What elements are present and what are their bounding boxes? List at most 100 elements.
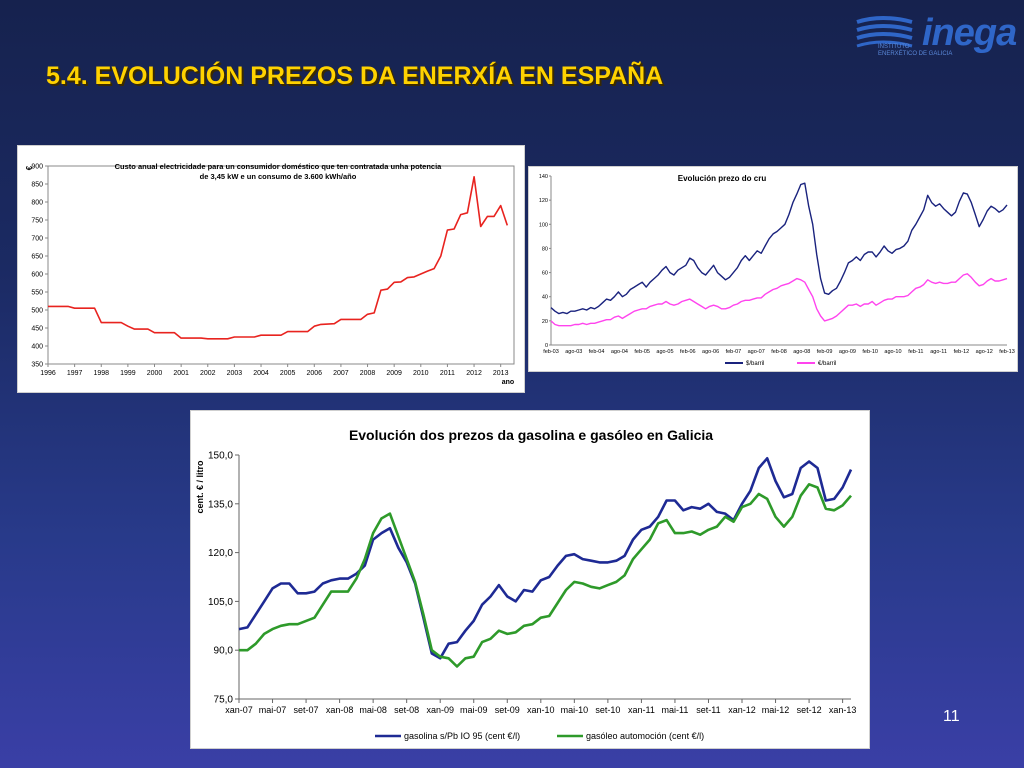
- crude-title: Evolución prezo do cru: [678, 174, 767, 183]
- crude-xtick-label: feb-10: [862, 349, 878, 355]
- crude-ytick-label: 40: [542, 295, 548, 301]
- crude-xtick-label: feb-04: [589, 349, 605, 355]
- electricity-xtick-label: 1997: [67, 370, 83, 377]
- fuel-legend-label-1: gasóleo automoción (cent €/l): [586, 731, 704, 741]
- crude-ytick-label: 140: [539, 174, 548, 180]
- electricity-xtick-label: 2005: [280, 370, 296, 377]
- crude-xtick-label: ago-08: [793, 349, 810, 355]
- logo-subtitle-line1: INSTITUTO: [878, 44, 910, 50]
- fuel-xtick-label: mai-12: [762, 705, 790, 715]
- fuel-xtick-label: xan-10: [527, 705, 555, 715]
- electricity-chart: 350 400 450 500 550 600 650 700 750 800 850 900 1996…: [25, 162, 515, 386]
- electricity-title-line1: Custo anual electricidade para un consum…: [115, 162, 443, 171]
- fuel-title: Evolución dos prezos da gasolina e gasól…: [349, 427, 713, 443]
- logo-subtitle-line2: ENERXÉTICO DE GALICIA: [878, 51, 953, 57]
- fuel-ytick-label: 150,0: [208, 451, 233, 462]
- fuel-xtick-label: set-09: [495, 705, 520, 715]
- fuel-series-line-1: [239, 483, 852, 668]
- crude-ytick-label: 80: [542, 246, 548, 252]
- crude-xtick-label: feb-03: [543, 349, 559, 355]
- crude-xtick-label: feb-11: [908, 349, 923, 355]
- fuel-xtick-label: set-07: [294, 705, 319, 715]
- crude-xtick-label: ago-04: [611, 349, 628, 355]
- electricity-ylabel: €: [25, 165, 34, 170]
- crude-legend-label-1: €/barril: [818, 361, 836, 367]
- electricity-title-line2: de 3,45 kW e un consumo de 3.600 kWh/año: [200, 172, 357, 181]
- electricity-plot-frame: [47, 165, 515, 365]
- electricity-xtick-label: 2002: [200, 370, 216, 377]
- slide-title: 5.4. EVOLUCIÓN PREZOS DA ENERXÍA EN ESPA…: [46, 62, 664, 90]
- fuel-xtick-label: mai-08: [359, 705, 387, 715]
- fuel-xtick-label: xan-09: [426, 705, 454, 715]
- electricity-ytick-label: 800: [31, 200, 43, 207]
- electricity-ytick-label: 900: [31, 164, 43, 171]
- electricity-xtick-label: 2000: [147, 370, 163, 377]
- crude-xtick-label: feb-08: [771, 349, 787, 355]
- fuel-xtick-label: xan-13: [829, 705, 857, 715]
- crude-legend-label-0: $/barril: [746, 361, 764, 367]
- electricity-xtick-label: 2003: [227, 370, 243, 377]
- page-number: 11: [943, 708, 960, 725]
- fuel-chart: 75,0 90,0 105,0 120,0 135,0 150,0 xan-07 mai-07…: [195, 427, 857, 741]
- electricity-xlabel: ano: [502, 379, 514, 386]
- electricity-xtick-label: 1999: [120, 370, 136, 377]
- crude-xtick-label: feb-07: [726, 349, 742, 355]
- electricity-ytick-label: 750: [31, 218, 43, 225]
- crude-ytick-label: 120: [539, 198, 548, 204]
- fuel-xtick-label: mai-10: [561, 705, 589, 715]
- electricity-series-line: [48, 175, 509, 340]
- fuel-xtick-label: xan-08: [326, 705, 354, 715]
- electricity-xtick-label: 2008: [360, 370, 376, 377]
- fuel-legend-label-0: gasolina s/Pb IO 95 (cent €/l): [404, 731, 520, 741]
- fuel-ytick-label: 135,0: [208, 499, 233, 510]
- crude-xtick-label: feb-12: [954, 349, 970, 355]
- fuel-xtick-label: xan-12: [728, 705, 756, 715]
- crude-chart-panel: 0 20 40 60 80 100 120 140 feb-03 ago-03 feb-04 ago-…: [528, 166, 1018, 372]
- electricity-xtick-label: 2004: [253, 370, 269, 377]
- electricity-chart-panel: 350 400 450 500 550 600 650 700 750 800 850 900 1996…: [17, 145, 525, 393]
- crude-series-line-0: [550, 182, 1008, 315]
- fuel-xtick-label: mai-09: [460, 705, 488, 715]
- fuel-xtick-label: set-12: [797, 705, 822, 715]
- fuel-ylabel: cent. € / litro: [195, 460, 205, 514]
- electricity-xtick-label: 2012: [466, 370, 482, 377]
- electricity-xtick-label: 1998: [93, 370, 109, 377]
- electricity-ytick-label: 450: [31, 326, 43, 333]
- crude-ytick-label: 100: [539, 222, 548, 228]
- electricity-ytick-label: 350: [31, 362, 43, 369]
- crude-series-line-1: [550, 273, 1008, 327]
- fuel-xtick-label: xan-11: [628, 705, 655, 715]
- crude-xtick-label: ago-05: [656, 349, 673, 355]
- crude-xtick-label: ago-06: [702, 349, 719, 355]
- electricity-xtick-label: 2006: [306, 370, 322, 377]
- crude-xtick-label: ago-11: [930, 349, 947, 355]
- electricity-ytick-label: 500: [31, 308, 43, 315]
- crude-xtick-label: ago-12: [976, 349, 993, 355]
- logo-waves-icon: [856, 16, 913, 48]
- crude-xtick-label: feb-13: [999, 349, 1015, 355]
- electricity-xtick-label: 2013: [493, 370, 509, 377]
- fuel-ytick-label: 120,0: [208, 548, 233, 559]
- electricity-ytick-label: 700: [31, 236, 43, 243]
- fuel-chart-panel: 75,0 90,0 105,0 120,0 135,0 150,0 xan-07 mai-07…: [190, 410, 870, 749]
- fuel-xtick-label: set-08: [394, 705, 419, 715]
- fuel-xtick-label: mai-07: [259, 705, 287, 715]
- crude-xtick-label: ago-10: [884, 349, 901, 355]
- electricity-xtick-label: 2007: [333, 370, 349, 377]
- crude-chart: 0 20 40 60 80 100 120 140 feb-03 ago-03 feb-04 ago-…: [539, 174, 1015, 367]
- electricity-xtick-label: 1996: [40, 370, 56, 377]
- fuel-xtick-label: xan-07: [225, 705, 253, 715]
- fuel-xtick-label: set-10: [595, 705, 620, 715]
- electricity-xtick-label: 2011: [440, 370, 455, 377]
- electricity-xtick-label: 2001: [173, 370, 189, 377]
- fuel-xtick-label: set-11: [696, 705, 720, 715]
- fuel-ytick-label: 90,0: [214, 646, 234, 657]
- crude-xtick-label: feb-05: [634, 349, 650, 355]
- fuel-ytick-label: 75,0: [214, 695, 234, 706]
- fuel-xtick-label: mai-11: [662, 705, 689, 715]
- electricity-xtick-label: 2009: [386, 370, 402, 377]
- crude-xtick-label: feb-06: [680, 349, 696, 355]
- crude-xtick-label: ago-07: [748, 349, 765, 355]
- crude-xtick-label: ago-09: [839, 349, 856, 355]
- logo-wordmark: inega: [922, 12, 1017, 54]
